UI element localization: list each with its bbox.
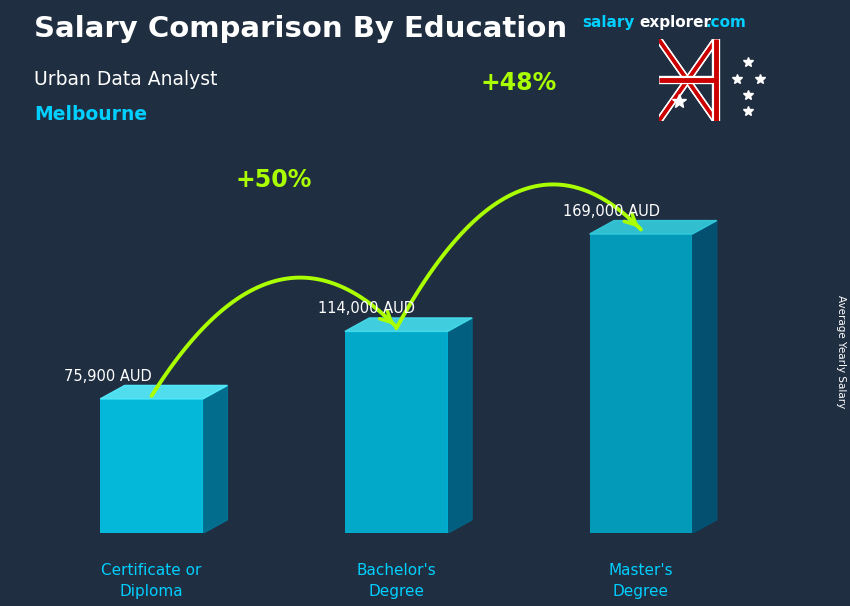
- Text: Master's
Degree: Master's Degree: [609, 563, 673, 599]
- Polygon shape: [448, 318, 472, 533]
- Text: Salary Comparison By Education: Salary Comparison By Education: [34, 15, 567, 43]
- Text: +50%: +50%: [235, 168, 312, 192]
- Polygon shape: [693, 221, 717, 533]
- Text: salary: salary: [582, 15, 635, 30]
- Polygon shape: [345, 318, 472, 331]
- Polygon shape: [100, 385, 228, 399]
- Text: .com: .com: [706, 15, 746, 30]
- Text: explorer: explorer: [639, 15, 711, 30]
- Text: Melbourne: Melbourne: [34, 105, 147, 124]
- Text: Bachelor's
Degree: Bachelor's Degree: [356, 563, 436, 599]
- Polygon shape: [590, 221, 717, 234]
- Text: Urban Data Analyst: Urban Data Analyst: [34, 70, 218, 88]
- FancyBboxPatch shape: [590, 234, 693, 533]
- Text: Average Yearly Salary: Average Yearly Salary: [836, 295, 846, 408]
- Text: Certificate or
Diploma: Certificate or Diploma: [101, 563, 201, 599]
- Text: 114,000 AUD: 114,000 AUD: [319, 301, 416, 316]
- Text: 75,900 AUD: 75,900 AUD: [64, 369, 151, 384]
- FancyBboxPatch shape: [100, 399, 203, 533]
- Polygon shape: [203, 385, 228, 533]
- FancyBboxPatch shape: [345, 331, 448, 533]
- Text: +48%: +48%: [480, 71, 557, 95]
- Text: 169,000 AUD: 169,000 AUD: [563, 204, 660, 219]
